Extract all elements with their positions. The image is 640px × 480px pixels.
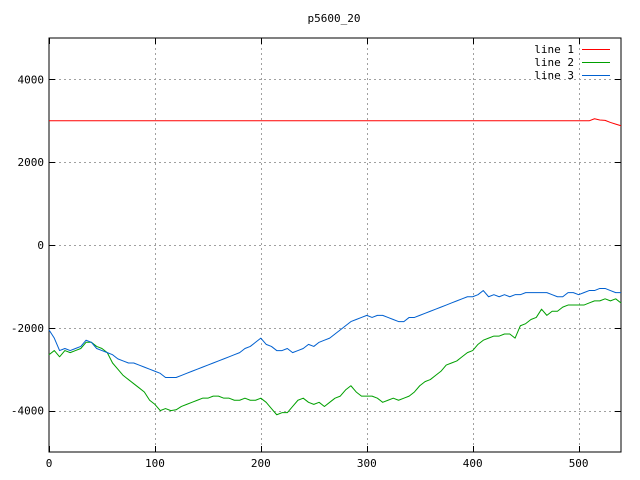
y-tick-label: 4000: [18, 73, 45, 86]
x-tick-label: 300: [357, 457, 377, 470]
x-tick-label: 100: [145, 457, 165, 470]
x-tick-label: 400: [463, 457, 483, 470]
chart-title: p5600_20: [308, 12, 361, 25]
y-tick-label: -4000: [11, 405, 44, 418]
y-tick-label: 2000: [18, 156, 45, 169]
legend-label-2: line 2: [534, 56, 574, 69]
y-tick-label: -2000: [11, 322, 44, 335]
x-tick-label: 500: [569, 457, 589, 470]
x-tick-label: 200: [251, 457, 271, 470]
legend-label-3: line 3: [534, 69, 574, 82]
y-tick-label: 0: [37, 239, 44, 252]
legend-label-1: line 1: [534, 43, 574, 56]
x-tick-label: 0: [46, 457, 53, 470]
